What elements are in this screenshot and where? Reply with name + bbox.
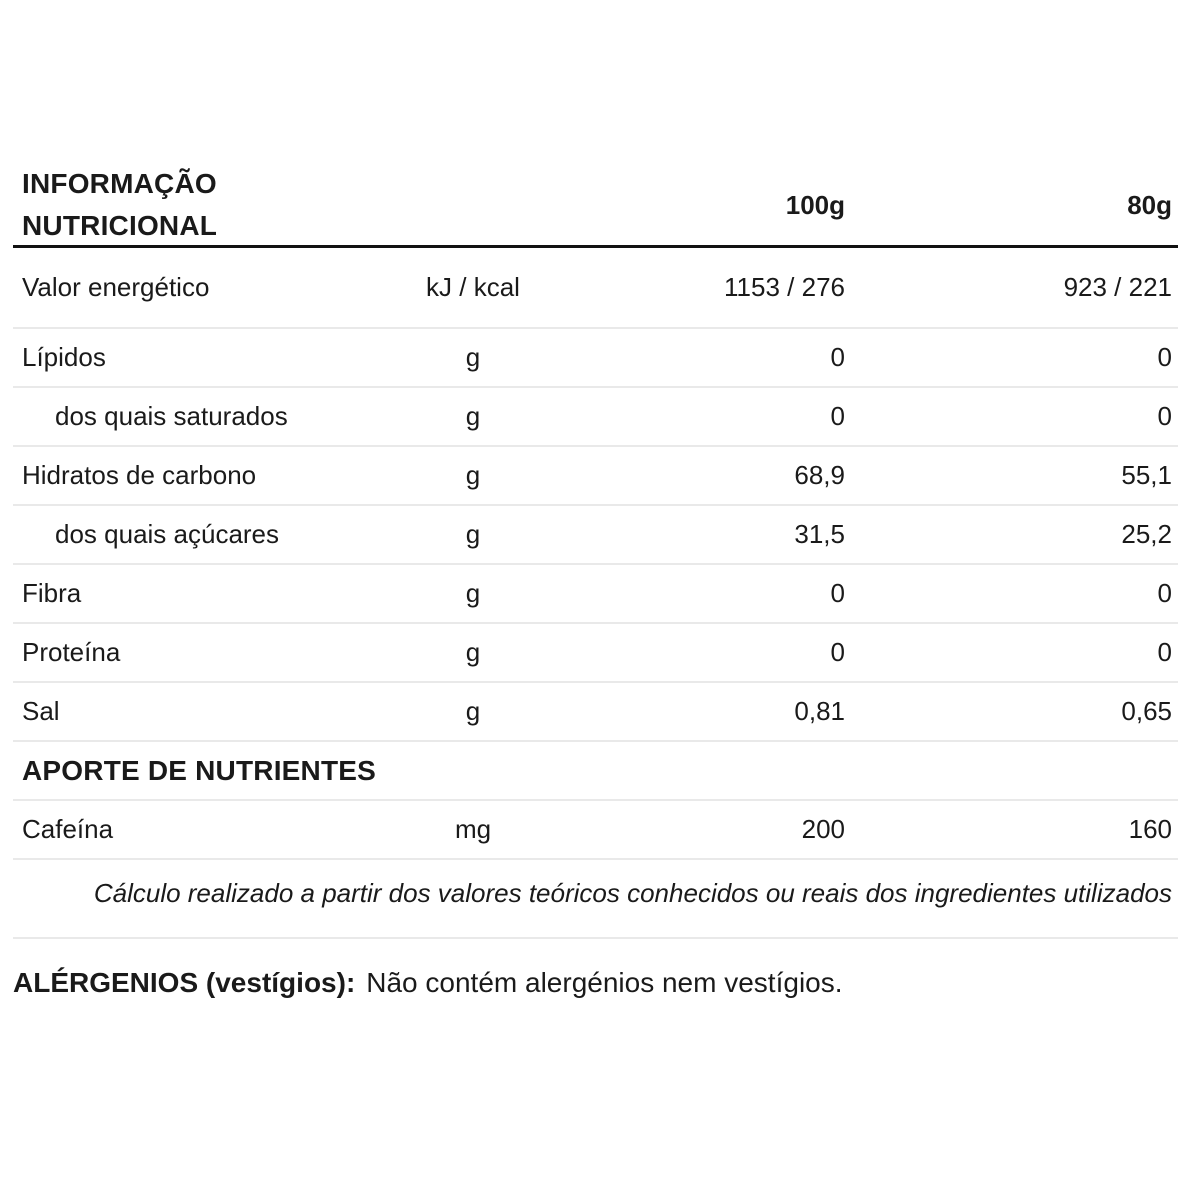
allergens-text: Não contém alergénios nem vestígios. — [366, 967, 843, 998]
row-unit: g — [465, 401, 481, 431]
row-unit: g — [465, 342, 481, 372]
row-unit: kJ / kcal — [426, 272, 520, 302]
table-row: Hidratos de carbono g 68,9 55,1 — [13, 447, 1178, 506]
allergens-label: ALÉRGENIOS (vestígios): — [13, 967, 356, 998]
row-label: Fibra — [22, 578, 82, 608]
table-row: Fibra g 0 0 — [13, 565, 1178, 624]
table-row: Sal g 0,81 0,65 — [13, 683, 1178, 742]
row-value-100g: 0 — [830, 401, 845, 431]
row-unit: g — [465, 696, 481, 726]
row-value-100g: 0,81 — [794, 696, 845, 726]
table-row: dos quais saturados g 0 0 — [13, 388, 1178, 447]
row-label: Lípidos — [22, 342, 106, 372]
row-value-80g: 160 — [1128, 814, 1172, 844]
row-value-80g: 55,1 — [1121, 460, 1172, 490]
row-unit: g — [465, 460, 481, 490]
row-value-100g: 0 — [830, 342, 845, 372]
row-label: Sal — [22, 696, 60, 726]
section-header-title: APORTE DE NUTRIENTES — [22, 754, 377, 786]
row-value-80g: 0 — [1157, 578, 1172, 608]
calculation-footnote: Cálculo realizado a partir dos valores t… — [93, 878, 1172, 908]
row-unit: mg — [454, 814, 492, 844]
allergens-statement: ALÉRGENIOS (vestígios): Não contém alergé… — [13, 965, 1178, 1001]
row-label: Proteína — [22, 637, 121, 667]
column-header-80g: 80g — [1127, 189, 1172, 220]
table-row: Lípidos g 0 0 — [13, 329, 1178, 388]
row-unit: g — [465, 637, 481, 667]
table-row: dos quais açúcares g 31,5 25,2 — [13, 506, 1178, 565]
row-label: Valor energético — [22, 272, 210, 302]
table-title-line1: INFORMAÇÃO — [22, 168, 217, 199]
row-unit: g — [465, 519, 481, 549]
table-title-line2: NUTRICIONAL — [22, 210, 218, 241]
row-value-100g: 31,5 — [794, 519, 845, 549]
footnote-block: Cálculo realizado a partir dos valores t… — [13, 860, 1178, 939]
row-label: Hidratos de carbono — [22, 460, 257, 490]
row-value-80g: 0 — [1157, 637, 1172, 667]
row-value-80g: 25,2 — [1121, 519, 1172, 549]
row-unit: g — [465, 578, 481, 608]
table-header: INFORMAÇÃO NUTRICIONAL 100g 80g — [13, 163, 1178, 248]
row-value-80g: 0 — [1157, 401, 1172, 431]
row-value-100g: 68,9 — [794, 460, 845, 490]
table-title: INFORMAÇÃO NUTRICIONAL — [13, 163, 370, 247]
section-header-row: APORTE DE NUTRIENTES — [13, 742, 1178, 801]
row-label: dos quais saturados — [55, 401, 288, 431]
nutrition-label: INFORMAÇÃO NUTRICIONAL 100g 80g Valor en… — [13, 163, 1178, 1001]
column-header-100g: 100g — [785, 189, 845, 220]
row-value-80g: 0 — [1157, 342, 1172, 372]
row-label: Cafeína — [22, 814, 114, 844]
table-row: Valor energético kJ / kcal 1153 / 276 92… — [13, 248, 1178, 329]
row-value-100g: 0 — [830, 578, 845, 608]
row-value-100g: 1153 / 276 — [724, 272, 845, 302]
row-value-100g: 0 — [830, 637, 845, 667]
table-row: Proteína g 0 0 — [13, 624, 1178, 683]
table-row: Cafeína mg 200 160 — [13, 801, 1178, 860]
row-value-80g: 923 / 221 — [1063, 272, 1172, 302]
row-value-100g: 200 — [801, 814, 845, 844]
row-label: dos quais açúcares — [55, 519, 280, 549]
row-value-80g: 0,65 — [1121, 696, 1172, 726]
